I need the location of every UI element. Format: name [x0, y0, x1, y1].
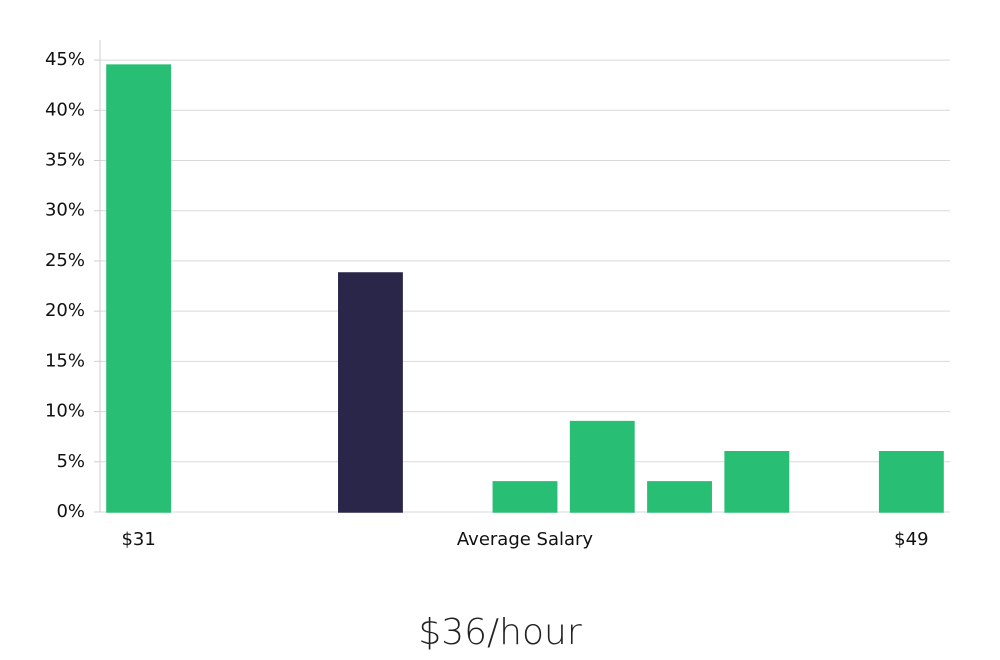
y-tick-label: 10%	[45, 401, 85, 422]
bar	[106, 64, 172, 513]
bar	[647, 481, 712, 513]
bar	[492, 481, 558, 513]
bar	[878, 450, 944, 513]
y-tick-label: 15%	[45, 350, 85, 371]
bar	[724, 450, 790, 513]
x-tick-label: $31	[121, 529, 155, 550]
bar	[569, 420, 635, 513]
x-tick-label: $49	[894, 529, 928, 550]
y-tick-label: 25%	[45, 250, 85, 271]
y-tick-label: 35%	[45, 150, 85, 171]
chart-title: $36/hour	[418, 612, 582, 653]
y-tick-label: 5%	[56, 451, 85, 472]
y-tick-label: 30%	[45, 200, 85, 221]
y-tick-label: 20%	[45, 300, 85, 321]
y-tick-label: 45%	[45, 49, 85, 70]
bar	[338, 272, 403, 513]
x-axis-label: Average Salary	[457, 529, 594, 550]
y-tick-label: 0%	[56, 501, 85, 522]
y-tick-label: 40%	[45, 99, 85, 120]
